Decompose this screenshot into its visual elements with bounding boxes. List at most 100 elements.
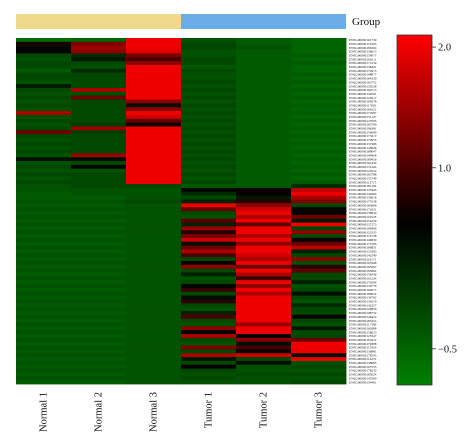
heatmap-cell [291, 287, 347, 293]
heatmap-cell [236, 234, 292, 239]
heatmap-cell [236, 157, 292, 162]
gene-row-label: ENSG00000117602 [349, 103, 377, 107]
heatmap-cell [236, 368, 292, 373]
heatmap-cell [236, 122, 292, 127]
gene-row-label: ENSG00000144591 [349, 92, 377, 96]
heatmap-cell [181, 280, 237, 285]
heatmap-cell [126, 164, 182, 170]
heatmap-cell [126, 141, 182, 147]
heatmap-cell [181, 318, 237, 323]
heatmap-cell [71, 38, 127, 43]
heatmap-cell [236, 280, 292, 285]
gene-row-label: ENSG00000172915 [349, 69, 377, 73]
heatmap-cell [71, 53, 127, 58]
heatmap-cell [291, 234, 347, 239]
heatmap-cell [181, 38, 237, 43]
heatmap-cell [181, 260, 237, 266]
heatmap-cell [236, 61, 292, 66]
heatmap-cell [126, 257, 182, 262]
heatmap-cell [71, 141, 127, 147]
heatmap-cell [181, 337, 237, 343]
heatmap-cell [126, 68, 182, 73]
heatmap-cell [236, 222, 292, 227]
heatmap-cell [71, 184, 127, 189]
gene-row-label: ENSG00000163497 [349, 265, 377, 269]
heatmap-cell [126, 218, 182, 223]
heatmap-cell [236, 376, 292, 381]
heatmap-cell [291, 276, 347, 281]
heatmap-cell [181, 199, 237, 204]
heatmap-cell [236, 153, 292, 158]
heatmap-cell [291, 61, 347, 66]
heatmap-cell [236, 226, 292, 231]
gene-row-label: ENSG00000179388 [349, 342, 377, 346]
heatmap-cell [126, 360, 182, 366]
heatmap-cell [291, 114, 347, 120]
heatmap-cell [126, 349, 182, 354]
heatmap-cell [236, 95, 292, 100]
gene-row-label: ENSG00000185862 [349, 269, 377, 273]
heatmap-cell [236, 38, 292, 43]
heatmap-cell [71, 372, 127, 377]
heatmap-cell [16, 272, 72, 277]
heatmap-cell [236, 114, 292, 120]
heatmap-cell [181, 364, 237, 370]
heatmap-cell [236, 334, 292, 339]
heatmap-cell [126, 53, 182, 58]
heatmap-cell [291, 145, 347, 150]
heatmap-cell [236, 76, 292, 81]
heatmap-cell [16, 45, 72, 50]
gene-row-label: ENSG00000136630 [349, 211, 377, 215]
heatmap-cell [71, 230, 127, 235]
heatmap-cell [236, 349, 292, 354]
gene-row-label: ENSG00000137486 [349, 142, 377, 146]
heatmap-cell [16, 226, 72, 231]
heatmap-cell [126, 287, 182, 293]
heatmap-cell [71, 360, 127, 366]
heatmap-cell [126, 57, 182, 62]
heatmap-cell [126, 195, 182, 200]
heatmap-cell [71, 318, 127, 323]
heatmap-cell [71, 322, 127, 327]
heatmap-cell [236, 249, 292, 254]
heatmap-cell [291, 310, 347, 316]
colorbar-legend: 2.0 1.0 −0.5 [396, 34, 457, 386]
heatmap-cell [126, 103, 182, 108]
heatmap-cell [291, 272, 347, 277]
heatmap-cell [181, 72, 237, 77]
gene-row-label: ENSG00000130779 [349, 284, 377, 288]
group-legend-label: Group [352, 16, 381, 28]
heatmap-cell [71, 357, 127, 362]
heatmap-cell [291, 307, 347, 312]
heatmap-cell [236, 149, 292, 154]
heatmap-cell [71, 380, 127, 385]
heatmap-cell [291, 341, 347, 346]
gene-row-label: ENSG00000171621 [349, 207, 377, 211]
heatmap-cell [16, 211, 72, 216]
heatmap-cell [16, 276, 72, 281]
heatmap-cell [16, 57, 72, 62]
heatmap-cell [16, 84, 72, 89]
heatmap-cell [126, 149, 182, 154]
gene-row-label: ENSG00000120314 [349, 169, 377, 173]
heatmap-cell [236, 68, 292, 73]
gene-row-label: ENSG00000114270 [349, 357, 377, 361]
heatmap-cell [181, 249, 237, 254]
heatmap-cell [291, 349, 347, 354]
heatmap-cell [16, 41, 72, 47]
heatmap-cell [236, 276, 292, 281]
heatmap-cell [71, 91, 127, 97]
heatmap-cell [16, 207, 72, 212]
heatmap-cell [126, 291, 182, 296]
heatmap-cell [71, 345, 127, 350]
heatmap-cell [16, 68, 72, 73]
heatmap-cell [126, 41, 182, 47]
heatmap-cell [126, 268, 182, 273]
gene-row-label: ENSG00000120659 [349, 307, 377, 311]
gene-row-label: ENSG00000184330 [349, 77, 377, 81]
heatmap-cell [16, 307, 72, 312]
gene-row-label: ENSG00000164077 [349, 288, 377, 292]
heatmap-cell [71, 214, 127, 220]
heatmap-cell [126, 176, 182, 181]
heatmap-cell [236, 260, 292, 266]
